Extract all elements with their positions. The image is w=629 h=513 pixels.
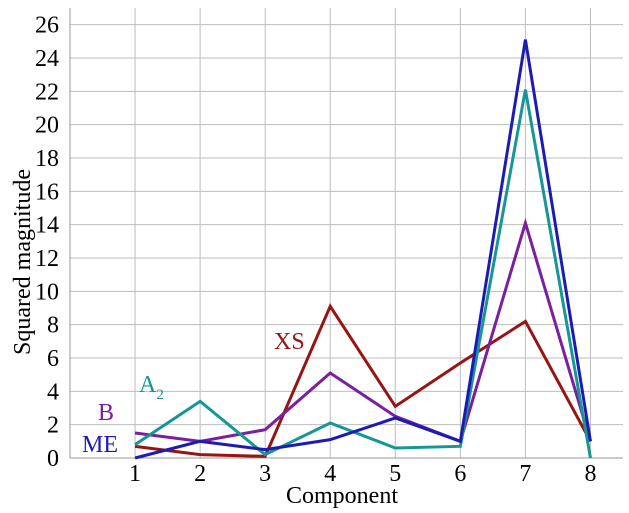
series-label-text: B <box>98 400 114 426</box>
series-label-b: B <box>98 400 114 426</box>
y-tick-label: 6 <box>47 346 59 372</box>
series-label-subscript: 2 <box>156 387 164 403</box>
x-tick-label: 6 <box>454 461 466 487</box>
y-tick-label: 2 <box>47 413 59 439</box>
x-tick-label: 4 <box>324 461 336 487</box>
y-axis-title: Squared magnitude <box>10 169 36 355</box>
y-tick-label: 16 <box>35 179 59 205</box>
series-label-text: XS <box>274 329 305 355</box>
series-line-a <box>134 89 592 459</box>
y-tick-label: 22 <box>35 79 59 105</box>
series-line-xs <box>134 303 592 458</box>
y-tick-label: 4 <box>47 379 59 405</box>
y-tick-label: 26 <box>35 13 59 39</box>
series-label-me: ME <box>82 432 118 458</box>
x-tick-label: 8 <box>584 461 596 487</box>
series-label-text: A <box>139 372 157 398</box>
y-tick-label: 24 <box>35 46 59 72</box>
axes <box>69 8 623 459</box>
y-tick-label: 8 <box>47 313 59 339</box>
x-tick-label: 5 <box>389 461 401 487</box>
y-tick-label: 0 <box>47 446 59 472</box>
y-tick-label: 10 <box>35 279 59 305</box>
y-tick-label: 14 <box>35 213 59 239</box>
x-tick-label: 7 <box>519 461 531 487</box>
x-tick-label: 1 <box>129 461 141 487</box>
series-label-text: ME <box>82 432 118 458</box>
series-line-me <box>134 39 592 460</box>
y-tick-label: 20 <box>35 113 59 139</box>
x-axis-title: Component <box>286 483 398 509</box>
x-tick-label: 3 <box>259 461 271 487</box>
series-label-a: A2 <box>139 372 164 403</box>
series-line-b <box>134 217 592 444</box>
series-label-xs: XS <box>274 329 305 355</box>
y-tick-label: 12 <box>35 246 59 272</box>
series-lines <box>134 39 592 460</box>
y-tick-label: 18 <box>35 146 59 172</box>
grid <box>70 8 623 459</box>
x-tick-label: 2 <box>194 461 206 487</box>
